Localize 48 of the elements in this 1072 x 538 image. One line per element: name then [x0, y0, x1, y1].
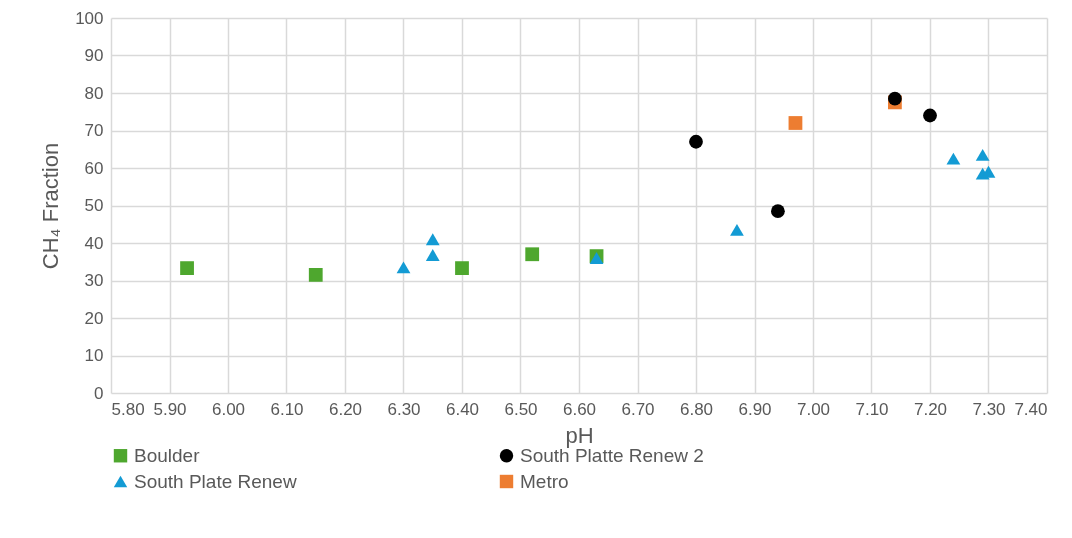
point: [788, 116, 803, 130]
point: [888, 91, 902, 106]
x-tick-label: 6.30: [387, 399, 421, 419]
legend-label: South Plate Renew: [134, 470, 297, 492]
point: [771, 204, 785, 218]
x-tick-label: 7.10: [855, 399, 889, 419]
x-tick-label: 6.80: [679, 399, 714, 419]
x-tick-label: 6.20: [328, 399, 363, 419]
x-tick-label: 6.00: [211, 399, 246, 419]
y-tick-label: 90: [84, 46, 104, 65]
y-tick-label: 40: [84, 233, 104, 253]
y-tick-label: 20: [84, 308, 104, 328]
y-tick-label: 10: [84, 346, 104, 365]
point: [180, 261, 194, 276]
x-tick-label: 7.00: [796, 399, 831, 419]
point: [730, 223, 744, 236]
y-tick-label: 30: [84, 271, 104, 290]
point: [975, 148, 990, 161]
point: [946, 152, 961, 165]
point: [425, 233, 440, 246]
point: [455, 261, 469, 276]
x-tick-label: 6.70: [621, 399, 655, 419]
x-tick-label: 5.80: [111, 399, 145, 419]
x-tick-label: 6.10: [270, 399, 304, 419]
x-tick-label: 6.60: [562, 399, 597, 419]
point: [308, 267, 323, 282]
y-tick-label: 50: [84, 196, 104, 215]
x-tick-label: 5.90: [153, 399, 187, 419]
point: [689, 134, 703, 149]
y-tick-label: 70: [84, 121, 104, 140]
y-axis-title: CH₄ Fraction: [38, 142, 64, 270]
legend-label: Boulder: [134, 444, 201, 466]
x-tick-label: 7.30: [972, 399, 1006, 419]
x-tick-label: 7.20: [913, 399, 948, 419]
y-tick-label: 100: [75, 8, 104, 28]
y-tick-label: 0: [94, 383, 104, 403]
legend-label: Metro: [520, 470, 569, 492]
point: [525, 247, 540, 262]
x-tick-label: 6.50: [504, 399, 538, 419]
x-tick-label: 7.40: [1014, 399, 1048, 419]
point: [396, 261, 411, 274]
point: [425, 249, 440, 261]
x-axis-title: pH: [565, 422, 594, 448]
point: [923, 108, 937, 123]
x-tick-label: 6.90: [738, 399, 772, 419]
x-tick-label: 6.40: [445, 399, 480, 419]
y-tick-label: 60: [84, 158, 104, 178]
y-tick-label: 80: [84, 83, 104, 103]
